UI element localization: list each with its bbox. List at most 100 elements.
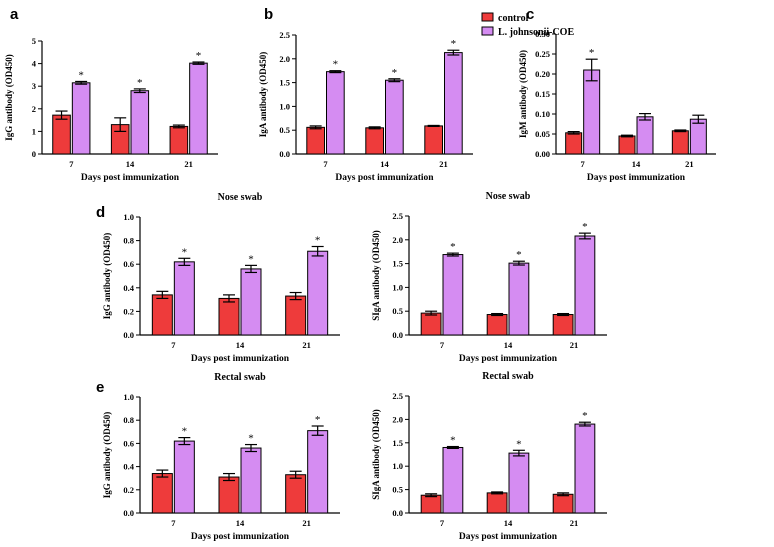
x-tick-label: 21 [685, 159, 694, 169]
x-tick-label: 21 [570, 340, 579, 350]
y-tick-label: 0.0 [279, 149, 290, 159]
panel-letter: b [264, 6, 273, 23]
significance-star: * [315, 414, 321, 426]
y-tick-label: 4 [32, 59, 37, 69]
significance-star: * [516, 249, 522, 261]
bar-coe [385, 79, 404, 155]
y-tick-label: 2.5 [392, 211, 403, 221]
bar-coe [442, 254, 464, 336]
bar-control [218, 476, 240, 514]
significance-star: * [137, 77, 143, 89]
y-tick-label: 2.0 [279, 54, 290, 64]
bar-coe [508, 452, 530, 514]
chart-title: Rectal swab [482, 371, 534, 382]
chart-title: Nose swab [486, 191, 531, 202]
y-tick-label: 0.05 [535, 129, 550, 139]
bar-coe [689, 118, 707, 155]
chart-panel-1: a 0 1 2 3 4 5 IgG antibody (OD450) Days post imm… [4, 6, 218, 183]
bar-control [365, 127, 384, 155]
y-tick-label: 0.00 [535, 149, 550, 159]
significance-star: * [78, 69, 84, 81]
significance-star: * [450, 435, 456, 447]
y-tick-label: 0.6 [123, 438, 134, 448]
y-tick-label: 1.5 [392, 438, 403, 448]
x-tick-label: 7 [581, 159, 586, 169]
bar-coe [442, 446, 464, 514]
bar-coe [444, 52, 463, 155]
bar-coe [240, 447, 262, 514]
chart-panel-4: d Nose swab 0.0 0.2 0.4 0.6 0.8 1.0 IgG antibody… [96, 192, 340, 364]
y-tick-label: 0.25 [535, 49, 550, 59]
y-tick-label: 2 [32, 104, 36, 114]
bar-control [218, 297, 240, 336]
x-axis-label: Days post immunization [191, 532, 290, 542]
x-tick-label: 7 [440, 518, 445, 528]
y-axis-label: IgG antibody (OD450) [4, 54, 14, 141]
x-axis-label: Days post immunization [459, 532, 558, 542]
bar-coe [240, 268, 262, 336]
bar-control [151, 473, 173, 514]
y-tick-label: 0.8 [123, 236, 134, 246]
significance-star: * [516, 438, 522, 450]
chart-title: Nose swab [218, 192, 263, 203]
panel-letter: a [10, 6, 19, 23]
bar-control [486, 492, 508, 514]
significance-star: * [589, 47, 595, 59]
significance-star: * [182, 246, 188, 258]
legend-label-coe: L. johnsonii-COE [498, 27, 574, 38]
x-tick-label: 14 [632, 159, 641, 169]
bar-coe [583, 69, 601, 155]
bar-control [618, 135, 636, 155]
bar-control [565, 132, 583, 155]
bar-coe [636, 116, 654, 155]
y-tick-label: 1.0 [123, 212, 134, 222]
y-tick-label: 1.5 [392, 259, 403, 269]
bar-coe [173, 440, 195, 514]
x-tick-label: 14 [126, 159, 135, 169]
significance-star: * [182, 426, 188, 438]
bar-coe [574, 423, 596, 514]
legend-swatch-coe [481, 26, 494, 36]
y-tick-label: 0.8 [123, 415, 134, 425]
panel-letter: c [526, 6, 534, 23]
bar-control [552, 314, 574, 336]
bar-control [420, 312, 442, 336]
bar-control [169, 125, 189, 155]
chart-panel-6: e Rectal swab 0.0 0.2 0.4 0.6 0.8 1.0 IgG antibo… [96, 372, 340, 542]
significance-star: * [196, 50, 202, 62]
bar-control [671, 130, 689, 155]
x-tick-label: 14 [504, 340, 513, 350]
panel-letter: e [96, 379, 104, 396]
x-axis-label: Days post immunization [335, 173, 434, 183]
bar-coe [307, 250, 329, 336]
y-tick-label: 2.5 [279, 30, 290, 40]
y-tick-label: 0.2 [123, 306, 134, 316]
y-axis-label: SIgA antibody (OD450) [371, 409, 381, 500]
y-tick-label: 1.0 [392, 461, 403, 471]
y-tick-label: 1.5 [279, 78, 290, 88]
y-tick-label: 0.0 [123, 508, 134, 518]
y-tick-label: 0.0 [392, 508, 403, 518]
bar-control [306, 126, 325, 155]
bar-coe [130, 90, 150, 155]
x-tick-label: 14 [504, 518, 513, 528]
y-tick-label: 2.0 [392, 414, 403, 424]
x-tick-label: 21 [570, 518, 579, 528]
chart-title: Rectal swab [214, 372, 266, 383]
x-tick-label: 21 [302, 518, 311, 528]
y-tick-label: 0.0 [392, 330, 403, 340]
legend-swatch-control [481, 12, 494, 22]
bar-coe [307, 430, 329, 514]
bar-coe [189, 62, 208, 155]
y-tick-label: 0.4 [123, 283, 134, 293]
significance-star: * [315, 235, 321, 247]
bar-control [285, 474, 307, 514]
significance-star: * [450, 241, 456, 253]
bar-coe [71, 82, 91, 155]
x-tick-label: 21 [302, 340, 311, 350]
x-tick-label: 14 [236, 518, 245, 528]
y-axis-label: SIgA antibody (OD450) [371, 230, 381, 321]
y-tick-label: 5 [32, 36, 36, 46]
x-tick-label: 14 [380, 159, 389, 169]
bar-control [486, 314, 508, 336]
